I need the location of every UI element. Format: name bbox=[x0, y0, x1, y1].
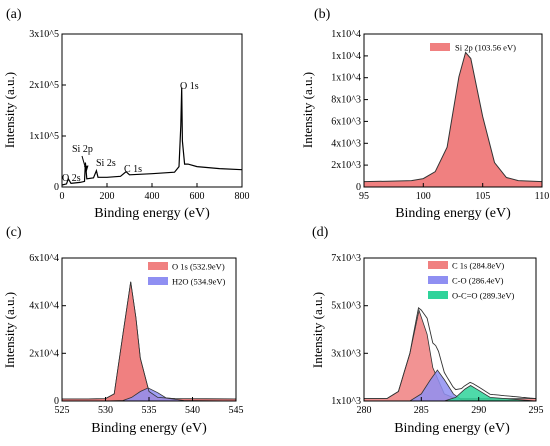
panel-d-legend-label: C-O (286.4eV) bbox=[452, 276, 504, 286]
panel-a-annotation-o1s: O 1s bbox=[180, 81, 199, 92]
panel-b-xtick-label: 100 bbox=[416, 191, 431, 202]
panel-d-ytick-label: 1x10^3 bbox=[331, 396, 361, 407]
panel-c-legend-label: H2O (534.9eV) bbox=[172, 277, 226, 287]
panel-d-xlabel: Binding energy (eV) bbox=[394, 421, 510, 436]
panel-c-ylabel: Intensity (a.u.) bbox=[2, 292, 17, 368]
panel-c-ytick-label: 2x10^4 bbox=[29, 348, 59, 359]
panel-c-legend-swatch bbox=[148, 277, 168, 285]
panel-b-envelope-line bbox=[363, 51, 543, 183]
panel-b-xtick-label: 110 bbox=[535, 191, 550, 202]
panel-a-annotation-o2s: O 2s bbox=[62, 173, 81, 184]
panel-d: (d) C 1s (284.8eV) C-O (286.4eV) O-C=O (… bbox=[310, 225, 544, 436]
panel-a-annotation-si2s: Si 2s bbox=[96, 158, 116, 169]
panel-a-y-ticks: 0 1x10^5 2x10^5 3x10^5 bbox=[29, 29, 66, 193]
panel-c-xtick-label: 530 bbox=[98, 405, 113, 416]
panel-d-xtick-label: 280 bbox=[357, 405, 372, 416]
panel-d-legend-swatch bbox=[428, 291, 448, 299]
panel-c-xtick-label: 525 bbox=[55, 405, 70, 416]
panel-b-ytick-label: 1x10^4 bbox=[331, 51, 361, 62]
panel-a-xlabel: Binding energy (eV) bbox=[94, 206, 210, 221]
panel-c-xtick-label: 540 bbox=[185, 405, 200, 416]
panel-d-ylabel: Intensity (a.u.) bbox=[310, 292, 325, 368]
panel-a-letter: (a) bbox=[6, 7, 22, 22]
panel-a-annotation-si2p: Si 2p bbox=[72, 144, 93, 155]
panel-c: (c) O 1s (532.9eV) H2O (534.9eV) 525 530… bbox=[2, 225, 244, 436]
panel-b-xtick-label: 105 bbox=[475, 191, 490, 202]
panel-d-x-ticks: 280 285 290 295 bbox=[357, 397, 544, 416]
panel-c-letter: (c) bbox=[6, 225, 22, 240]
panel-b-ytick-label: 6x10^3 bbox=[331, 116, 361, 127]
panel-a-xtick-label: 200 bbox=[100, 191, 115, 202]
panel-a-ytick-label: 0 bbox=[54, 182, 59, 193]
panel-b-ytick-label: 0 bbox=[356, 182, 361, 193]
panel-c-ytick-label: 6x10^4 bbox=[29, 253, 59, 264]
panel-b-xtick-label: 95 bbox=[359, 191, 369, 202]
panel-b-ytick-label: 1x10^4 bbox=[331, 29, 361, 40]
panel-a-ytick-label: 3x10^5 bbox=[29, 29, 59, 40]
panel-c-ytick-label: 0 bbox=[54, 396, 59, 407]
panel-b-ytick-label: 8x10^3 bbox=[331, 95, 361, 106]
panel-b-x-ticks: 95 100 105 110 bbox=[359, 183, 549, 202]
panel-d-ytick-label: 7x10^3 bbox=[331, 253, 361, 264]
panel-c-legend-swatch bbox=[148, 262, 168, 270]
panel-c-x-ticks: 525 530 535 540 545 bbox=[55, 397, 244, 416]
panel-d-legend-label: C 1s (284.8eV) bbox=[452, 261, 504, 271]
panel-a-xtick-label: 600 bbox=[190, 191, 205, 202]
panel-a-arrow-head bbox=[84, 165, 89, 172]
panel-b-ytick-label: 4x10^3 bbox=[331, 138, 361, 149]
panel-d-ytick-label: 5x10^3 bbox=[331, 301, 361, 312]
panel-a-ylabel: Intensity (a.u.) bbox=[2, 72, 17, 148]
panel-d-oco-area bbox=[364, 385, 537, 402]
panel-d-xtick-label: 295 bbox=[529, 405, 544, 416]
panel-a-axes-frame bbox=[61, 33, 243, 188]
panel-d-ytick-label: 3x10^3 bbox=[331, 348, 361, 359]
panel-d-y-ticks: 1x10^3 3x10^3 5x10^3 7x10^3 bbox=[331, 253, 368, 407]
panel-d-xtick-label: 290 bbox=[471, 405, 486, 416]
panel-a: (a) 0 200 400 600 800 0 1x10^5 2x10^5 3x… bbox=[2, 7, 250, 221]
panel-c-xtick-label: 545 bbox=[229, 405, 244, 416]
panel-b-legend-label: Si 2p (103.56 eV) bbox=[455, 43, 516, 53]
panel-c-legend: O 1s (532.9eV) H2O (534.9eV) bbox=[148, 262, 226, 287]
panel-d-xtick-label: 285 bbox=[414, 405, 429, 416]
panel-d-axes-frame bbox=[363, 257, 537, 402]
panel-d-legend-label: O-C=O (289.3eV) bbox=[452, 291, 515, 301]
panel-b-ytick-label: 1x10^4 bbox=[331, 73, 361, 84]
panel-b-legend-swatch bbox=[430, 43, 450, 51]
panel-b-axes-frame bbox=[363, 33, 543, 188]
panel-c-baseline-line bbox=[62, 281, 237, 400]
panel-a-xtick-label: 800 bbox=[235, 191, 250, 202]
panel-a-xtick-label: 400 bbox=[145, 191, 160, 202]
panel-d-envelope-line bbox=[364, 306, 537, 400]
panel-c-ytick-label: 4x10^4 bbox=[29, 301, 59, 312]
panel-b-y-ticks: 0 2x10^3 4x10^3 6x10^3 8x10^3 1x10^4 1x1… bbox=[331, 29, 368, 193]
panel-b-legend: Si 2p (103.56 eV) bbox=[430, 43, 516, 53]
panel-d-c1s-area bbox=[363, 308, 537, 402]
panel-a-ytick-label: 1x10^5 bbox=[29, 131, 59, 142]
panel-c-y-ticks: 0 2x10^4 4x10^4 6x10^4 bbox=[29, 253, 66, 407]
panel-d-legend: C 1s (284.8eV) C-O (286.4eV) O-C=O (289.… bbox=[428, 261, 515, 301]
panel-d-legend-swatch bbox=[428, 261, 448, 269]
panel-c-xlabel: Binding energy (eV) bbox=[91, 421, 207, 436]
panel-a-annotation-c1s: C 1s bbox=[124, 164, 142, 175]
panel-a-x-ticks: 0 200 400 600 800 bbox=[60, 183, 250, 202]
panel-c-legend-label: O 1s (532.9eV) bbox=[172, 262, 225, 272]
panel-b-ytick-label: 2x10^3 bbox=[331, 160, 361, 171]
panel-c-xtick-label: 535 bbox=[142, 405, 157, 416]
panel-b-ylabel: Intensity (a.u.) bbox=[300, 72, 315, 148]
panel-b-xlabel: Binding energy (eV) bbox=[395, 206, 511, 221]
panel-b-letter: (b) bbox=[314, 7, 331, 22]
panel-b-si2p-area bbox=[364, 52, 542, 188]
panel-d-letter: (d) bbox=[312, 225, 329, 240]
panel-c-o1s-area bbox=[61, 281, 237, 402]
panel-a-xtick-label: 0 bbox=[60, 191, 65, 202]
panel-b: (b) Si 2p (103.56 eV) 95 100 105 110 bbox=[300, 7, 549, 221]
panel-d-legend-swatch bbox=[428, 276, 448, 284]
panel-a-ytick-label: 2x10^5 bbox=[29, 80, 59, 91]
panel-a-survey-curve bbox=[61, 87, 243, 186]
panel-a-annotations: O 1s Si 2p Si 2s C 1s O 2s bbox=[62, 81, 199, 184]
